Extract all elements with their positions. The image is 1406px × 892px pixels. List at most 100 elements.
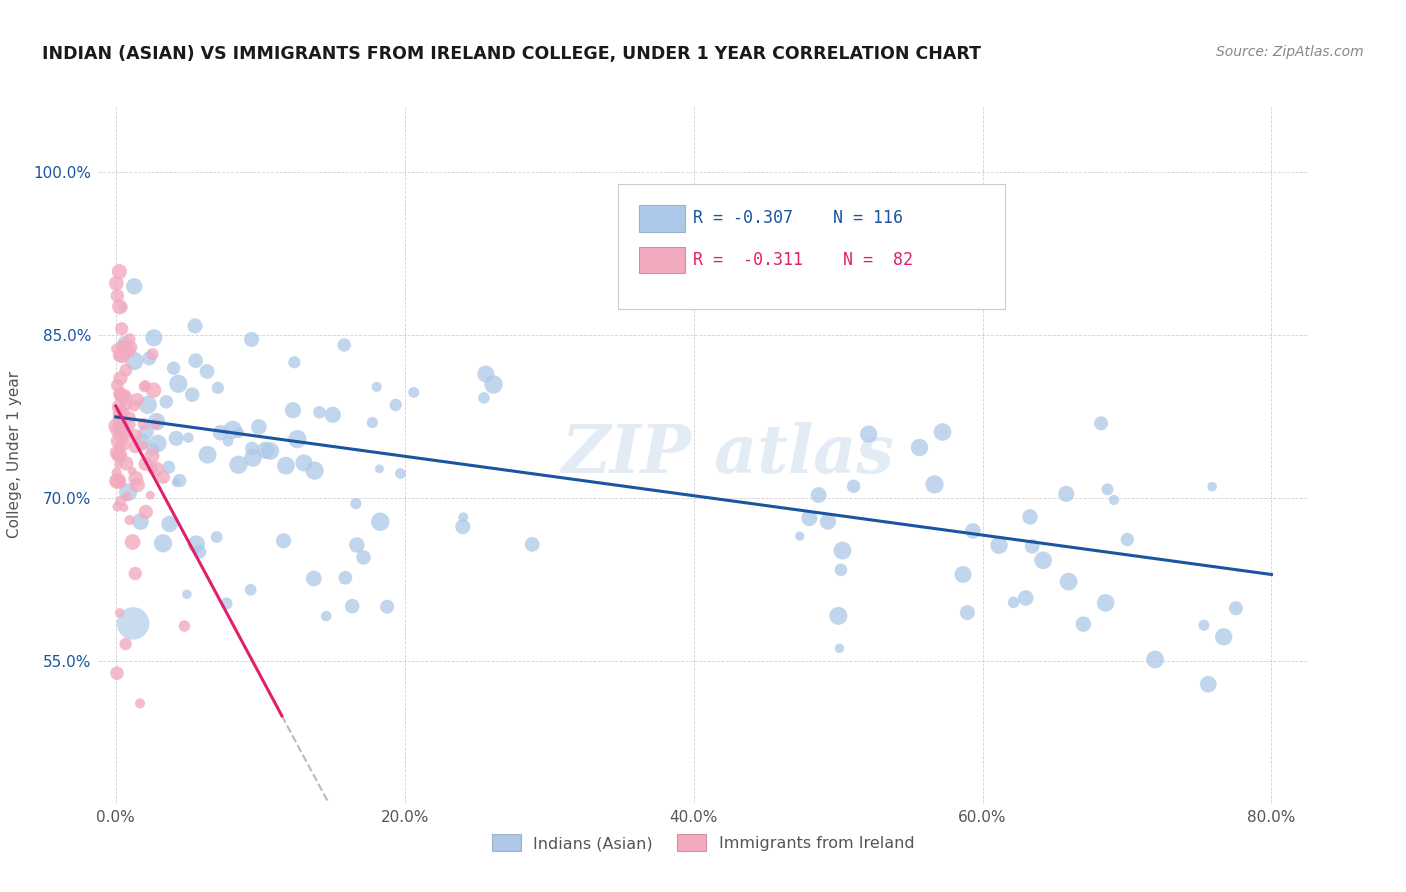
Point <box>108 606 131 620</box>
Point <box>830 563 852 577</box>
Point <box>217 434 239 449</box>
Point <box>142 442 165 457</box>
Point <box>451 510 474 524</box>
Point <box>115 363 138 377</box>
Point <box>145 415 167 429</box>
Point <box>117 344 139 359</box>
Point <box>145 417 167 431</box>
Y-axis label: College, Under 1 year: College, Under 1 year <box>7 371 22 539</box>
Point <box>107 418 129 433</box>
Point <box>1201 480 1223 494</box>
Point <box>145 462 167 476</box>
Point <box>110 371 132 385</box>
Point <box>1054 487 1077 501</box>
Point <box>228 425 250 440</box>
FancyBboxPatch shape <box>619 184 1005 309</box>
Point <box>273 533 295 548</box>
Point <box>159 516 181 531</box>
Point <box>122 354 145 368</box>
Point <box>157 460 180 475</box>
Point <box>110 390 132 404</box>
Point <box>117 417 139 432</box>
Point <box>274 458 297 473</box>
Point <box>1094 596 1116 610</box>
Point <box>114 387 136 401</box>
Point <box>215 597 238 611</box>
Point <box>195 364 218 378</box>
Point <box>1097 483 1119 497</box>
Point <box>127 477 149 491</box>
Point <box>146 436 169 450</box>
Point <box>108 400 131 414</box>
FancyBboxPatch shape <box>638 205 685 232</box>
Point <box>361 416 384 430</box>
Point <box>118 410 141 425</box>
Point <box>162 361 184 376</box>
Point <box>475 367 498 381</box>
Point <box>353 550 375 565</box>
Point <box>165 431 187 445</box>
Point <box>402 385 425 400</box>
Point <box>142 331 165 345</box>
Point <box>167 376 190 391</box>
Point <box>105 378 128 392</box>
Point <box>292 456 315 470</box>
Point <box>1021 540 1043 554</box>
Text: Source: ZipAtlas.com: Source: ZipAtlas.com <box>1216 45 1364 59</box>
Point <box>184 318 207 333</box>
Point <box>105 474 128 488</box>
Point <box>155 394 177 409</box>
Point <box>114 405 136 419</box>
Point <box>344 497 367 511</box>
Point <box>122 399 145 413</box>
Point <box>124 429 146 443</box>
Point <box>952 567 974 582</box>
Point <box>114 335 136 350</box>
Point <box>451 519 474 533</box>
Point <box>807 488 830 502</box>
Point <box>177 431 200 445</box>
Point <box>108 410 131 425</box>
Point <box>135 425 157 439</box>
Point <box>186 537 208 551</box>
Point <box>1197 677 1219 691</box>
Point <box>789 529 811 543</box>
Point <box>108 475 131 490</box>
Point <box>129 697 152 711</box>
Point <box>110 416 132 430</box>
Legend: Indians (Asian), Immigrants from Ireland: Indians (Asian), Immigrants from Ireland <box>485 828 921 857</box>
Point <box>108 386 131 401</box>
Point <box>108 264 131 278</box>
Point <box>121 535 143 549</box>
Point <box>1073 617 1095 632</box>
Point <box>173 619 195 633</box>
Point <box>108 448 131 462</box>
Point <box>108 348 131 362</box>
Point <box>384 398 406 412</box>
Point <box>283 355 305 369</box>
Point <box>188 545 211 559</box>
Point <box>138 351 160 366</box>
Point <box>322 408 344 422</box>
Point <box>1144 652 1167 666</box>
Point <box>333 338 356 352</box>
Point <box>134 457 156 471</box>
Point <box>375 599 398 614</box>
Point <box>121 464 143 478</box>
Point <box>110 428 132 442</box>
Point <box>152 536 174 550</box>
Point <box>176 587 198 601</box>
Point <box>115 457 138 471</box>
Point <box>817 515 839 529</box>
Point <box>165 475 187 490</box>
Point <box>366 380 388 394</box>
Point <box>111 387 134 401</box>
Point <box>184 353 207 368</box>
Point <box>988 538 1011 552</box>
Point <box>962 524 984 538</box>
Point <box>122 279 145 293</box>
Point <box>105 277 128 291</box>
Point <box>1057 574 1080 589</box>
Point <box>522 537 544 551</box>
Point <box>1102 493 1125 508</box>
